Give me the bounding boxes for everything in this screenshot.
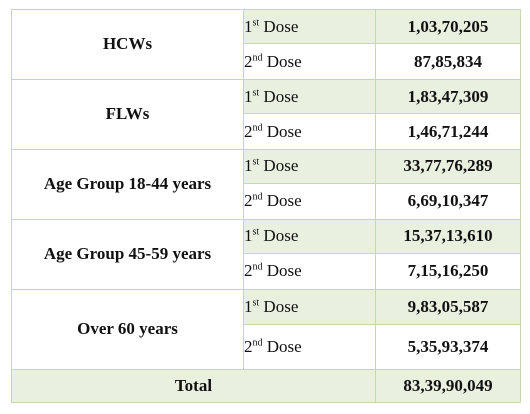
dose-label: Dose (263, 86, 299, 106)
dose-value: 1,03,70,205 (375, 8, 521, 45)
dose-ordinal-suffix: nd (252, 261, 263, 273)
dose-value: 6,69,10,347 (375, 183, 521, 220)
total-value: 83,39,90,049 (375, 368, 521, 403)
group-label-age-18-44: Age Group 18-44 years (11, 148, 244, 220)
dose-value: 15,37,13,610 (375, 218, 521, 255)
dose-label: Dose (266, 121, 302, 141)
dose-number: 1 (244, 226, 253, 246)
table-row: 2nd Dose 5,35,93,374 (12, 323, 521, 370)
dose-ordinal-suffix: nd (252, 52, 263, 63)
dose-label-cell: 1st Dose (243, 8, 376, 45)
dose-value: 1,46,71,244 (375, 113, 521, 150)
dose-number: 2 (244, 51, 253, 71)
table-row: 2nd Dose 1,46,71,244 (12, 113, 521, 150)
dose-value: 5,35,93,374 (375, 323, 521, 370)
table-row: HCWs 1st Dose 1,03,70,205 (11, 8, 521, 80)
dose-value: 1,83,47,309 (375, 78, 521, 115)
dose-ordinal-suffix: nd (252, 121, 263, 133)
table-row: 2nd Dose 7,15,16,250 (12, 253, 521, 290)
total-row: Total 83,39,90,049 (11, 368, 521, 403)
dose-number: 1 (244, 16, 253, 36)
dose-label: Dose (263, 296, 299, 316)
dose-label-cell: 2nd Dose (243, 253, 376, 290)
group-label-over-60: Over 60 years (11, 288, 244, 370)
table-row: Over 60 years 1st Dose 9,83,05,587 (11, 288, 521, 370)
dose-number: 1 (244, 86, 253, 106)
vaccination-table: HCWs 1st Dose 1,03,70,205 2nd Dose 87,85… (11, 8, 521, 403)
dose-label: Dose (263, 226, 299, 246)
group-label-flws: FLWs (11, 78, 244, 150)
dose-number: 2 (244, 121, 253, 141)
group-label-hcws: HCWs (11, 9, 244, 80)
dose-value: 33,77,76,289 (375, 148, 521, 185)
dose-number: 2 (244, 261, 253, 281)
dose-label: Dose (266, 191, 302, 211)
dose-number: 2 (244, 191, 253, 211)
dose-ordinal-suffix: nd (252, 191, 263, 203)
dose-label-cell: 2nd Dose (243, 113, 376, 150)
dose-label: Dose (266, 261, 302, 281)
dose-label-cell: 1st Dose (243, 218, 376, 255)
table-row: 2nd Dose 6,69,10,347 (12, 183, 521, 220)
dose-label-cell: 2nd Dose (243, 183, 376, 220)
dose-number: 1 (244, 296, 253, 316)
dose-label-cell: 1st Dose (243, 288, 376, 325)
total-label: Total (11, 368, 376, 403)
dose-value: 87,85,834 (375, 43, 521, 80)
dose-label-cell: 1st Dose (243, 78, 376, 115)
dose-value: 7,15,16,250 (375, 253, 521, 290)
dose-label-cell: 1st Dose (243, 148, 376, 185)
dose-label-cell: 2nd Dose (243, 43, 376, 80)
dose-label: Dose (266, 51, 302, 71)
group-label-age-45-59: Age Group 45-59 years (11, 218, 244, 290)
dose-ordinal-suffix: st (252, 156, 260, 168)
dose-ordinal-suffix: st (252, 226, 260, 238)
dose-ordinal-suffix: nd (252, 337, 263, 349)
table-row: 2nd Dose 87,85,834 (12, 43, 521, 80)
table-row: FLWs 1st Dose 1,83,47,309 (11, 78, 521, 150)
dose-label: Dose (266, 336, 302, 356)
dose-ordinal-suffix: st (252, 86, 260, 98)
dose-ordinal-suffix: st (252, 17, 260, 29)
table-row: Age Group 45-59 years 1st Dose 15,37,13,… (11, 218, 521, 290)
dose-ordinal-suffix: st (252, 297, 260, 309)
dose-label-cell: 2nd Dose (243, 323, 376, 370)
dose-value: 9,83,05,587 (375, 288, 521, 325)
table-row: Age Group 18-44 years 1st Dose 33,77,76,… (11, 148, 521, 220)
dose-number: 2 (244, 336, 253, 356)
dose-number: 1 (244, 156, 253, 176)
dose-label: Dose (263, 156, 299, 176)
dose-label: Dose (263, 16, 299, 36)
